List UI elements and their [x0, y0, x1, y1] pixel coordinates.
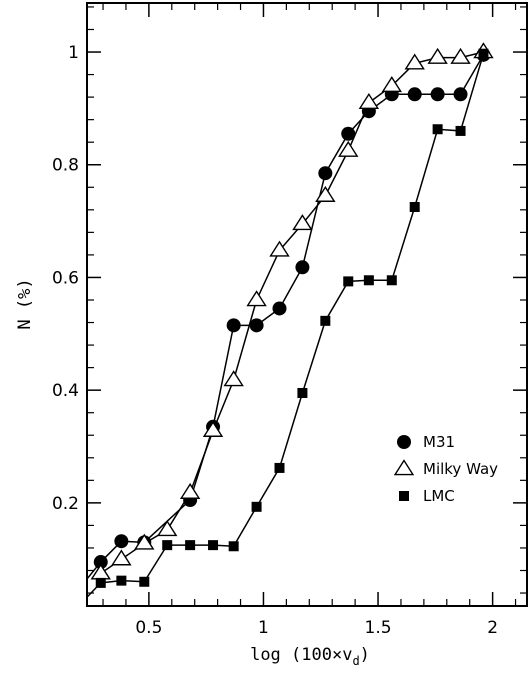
- series-m31: [87, 47, 491, 581]
- data-point-milky-way: [269, 240, 290, 257]
- data-point-lmc: [95, 577, 106, 588]
- y-tick-label: 1: [68, 43, 79, 63]
- legend-item-lmc: LMC: [399, 487, 455, 505]
- data-point-m31: [453, 87, 468, 102]
- data-point-lmc: [455, 125, 466, 136]
- legend-item-milky-way: Milky Way: [393, 459, 498, 478]
- data-point-lmc: [386, 275, 397, 286]
- legend-label-m31: M31: [423, 433, 455, 451]
- series-lmc: [87, 48, 489, 599]
- x-tick-label: 2: [487, 618, 498, 638]
- axis-tick-labels: 0.5 1 1.5 2 0.2 0.4 0.6 0.8 1: [52, 43, 498, 638]
- data-point-m31: [114, 534, 129, 549]
- y-tick-label: 0.6: [52, 268, 79, 288]
- legend-marker-milky-way: [393, 459, 415, 476]
- data-point-lmc: [116, 575, 127, 586]
- data-point-milky-way: [111, 549, 132, 566]
- legend-marker-lmc: [399, 491, 409, 501]
- data-point-milky-way: [223, 370, 244, 387]
- data-point-lmc: [478, 48, 489, 59]
- axis-ticks: [87, 3, 527, 606]
- data-point-lmc: [208, 540, 219, 551]
- data-point-milky-way: [292, 214, 313, 231]
- data-point-milky-way: [202, 420, 224, 437]
- data-point-m31: [341, 126, 356, 141]
- data-point-lmc: [363, 275, 374, 286]
- data-point-milky-way: [450, 47, 471, 64]
- data-point-milky-way: [427, 47, 448, 64]
- x-tick-label: 1: [258, 618, 269, 638]
- legend-label-milky-way: Milky Way: [423, 460, 498, 478]
- data-point-lmc: [409, 202, 420, 213]
- data-point-milky-way: [315, 185, 336, 202]
- y-axis-title: N (%): [15, 278, 35, 329]
- data-point-m31: [249, 318, 264, 333]
- data-point-lmc: [320, 315, 331, 326]
- data-point-lmc: [297, 387, 308, 398]
- y-tick-label: 0.2: [52, 494, 79, 514]
- data-point-lmc: [185, 540, 196, 551]
- x-axis-title-subscript: d: [352, 654, 359, 668]
- data-point-milky-way: [246, 290, 267, 307]
- data-point-m31: [226, 318, 241, 333]
- data-point-lmc: [274, 462, 285, 473]
- legend: M31 Milky Way LMC: [393, 433, 498, 505]
- y-tick-label: 0.8: [52, 156, 79, 176]
- y-tick-label: 0.4: [52, 381, 79, 401]
- series-line-m31: [87, 54, 485, 581]
- x-axis-title-close: ): [360, 645, 370, 665]
- x-axis-title: log (100×vd): [250, 645, 370, 668]
- data-point-m31: [295, 260, 310, 275]
- series-line-lmc: [87, 53, 485, 599]
- data-point-m31: [430, 87, 445, 102]
- data-point-m31: [272, 301, 287, 316]
- data-point-milky-way: [404, 53, 425, 70]
- data-point-m31: [318, 166, 333, 181]
- data-point-milky-way: [338, 140, 359, 157]
- legend-label-lmc: LMC: [423, 487, 455, 505]
- series-layer: [87, 42, 494, 599]
- data-point-m31: [93, 555, 108, 570]
- x-tick-label: 0.5: [135, 618, 162, 638]
- data-point-lmc: [139, 576, 150, 587]
- data-point-lmc: [251, 501, 262, 512]
- data-point-milky-way: [90, 563, 111, 580]
- data-point-milky-way: [381, 76, 402, 93]
- data-point-lmc: [162, 540, 173, 551]
- data-point-m31: [407, 87, 422, 102]
- x-tick-label: 1.5: [365, 618, 392, 638]
- data-point-milky-way: [358, 92, 380, 109]
- legend-marker-m31: [397, 435, 411, 449]
- plot-frame: [86, 2, 528, 607]
- data-point-lmc: [343, 276, 354, 287]
- data-point-lmc: [432, 124, 443, 135]
- x-axis-title-main: log (100×v: [250, 645, 352, 665]
- data-point-milky-way: [157, 520, 178, 537]
- data-point-milky-way: [179, 482, 201, 499]
- data-point-lmc: [228, 541, 239, 552]
- data-point-milky-way: [134, 533, 155, 550]
- legend-item-m31: M31: [397, 433, 455, 451]
